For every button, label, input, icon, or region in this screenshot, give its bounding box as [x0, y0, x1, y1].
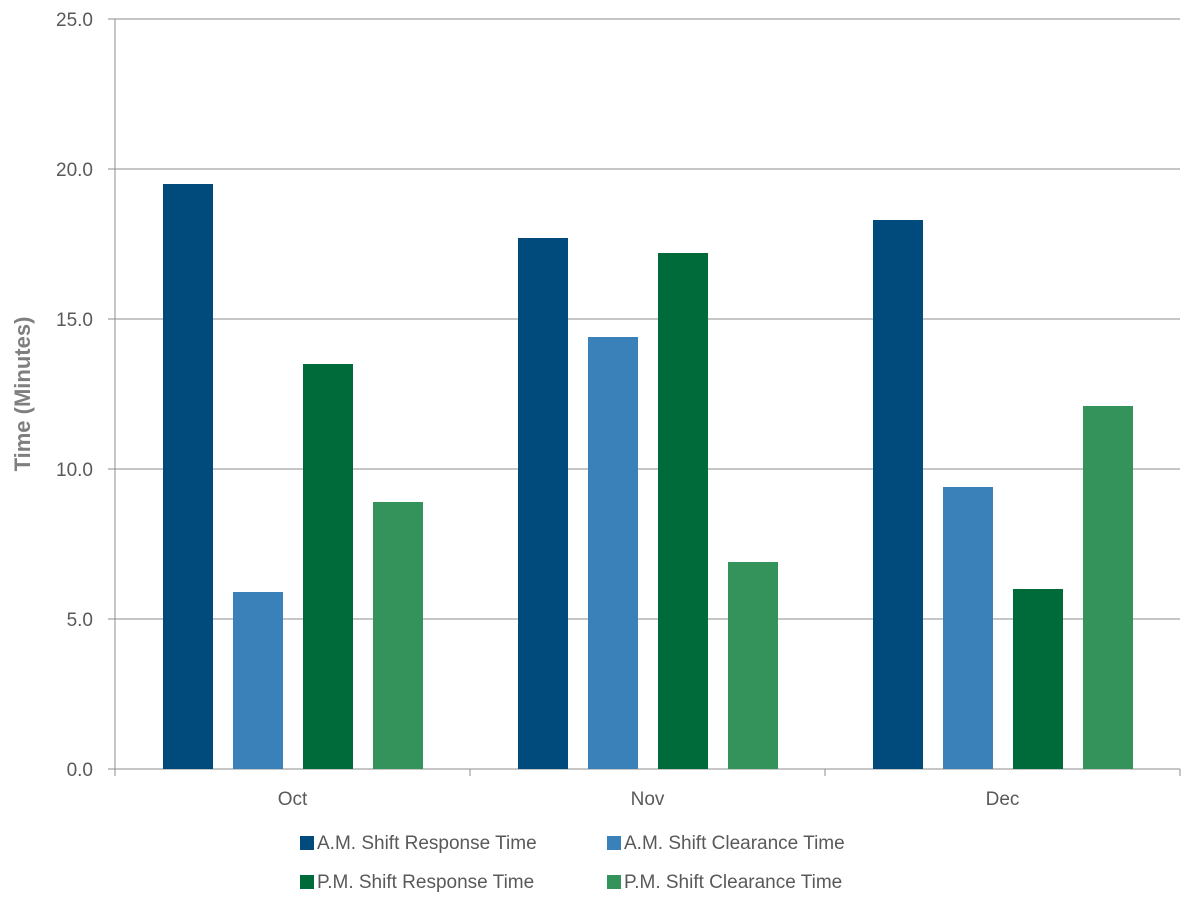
axes: [108, 18, 1181, 776]
legend-swatch: [607, 875, 621, 889]
y-tick-label: 0.0: [67, 760, 93, 781]
bar: [588, 337, 638, 769]
bar: [163, 184, 213, 769]
bar: [303, 364, 353, 769]
legend-swatch: [300, 836, 314, 850]
legend-label: P.M. Shift Response Time: [317, 872, 534, 893]
y-tick-label: 20.0: [56, 160, 93, 181]
x-tick-label: Nov: [631, 789, 665, 810]
y-tick-label: 10.0: [56, 460, 93, 481]
y-tick-label: 25.0: [56, 10, 93, 31]
gridlines: [115, 18, 1180, 620]
bars: [163, 184, 1133, 769]
bar: [233, 592, 283, 769]
legend-swatch: [300, 875, 314, 889]
bar: [943, 487, 993, 769]
legend-label: P.M. Shift Clearance Time: [624, 872, 842, 893]
bar: [373, 502, 423, 769]
y-axis-title: Time (Minutes): [10, 317, 35, 472]
bar: [1013, 589, 1063, 769]
y-tick-label: 5.0: [67, 610, 93, 631]
bar: [873, 220, 923, 769]
bar: [728, 562, 778, 769]
bar: [658, 253, 708, 769]
legend-label: A.M. Shift Clearance Time: [624, 833, 845, 854]
x-tick-label: Oct: [278, 789, 308, 810]
legend-label: A.M. Shift Response Time: [317, 833, 537, 854]
tick-labels: 0.0 5.0 10.0 15.0 20.0 25.0 Oct Nov Dec: [56, 10, 1019, 810]
bar: [1083, 406, 1133, 769]
legend: A.M. Shift Response Time A.M. Shift Clear…: [300, 833, 845, 893]
x-tick-label: Dec: [986, 789, 1020, 810]
legend-swatch: [607, 836, 621, 850]
y-tick-label: 15.0: [56, 310, 93, 331]
bar: [518, 238, 568, 769]
